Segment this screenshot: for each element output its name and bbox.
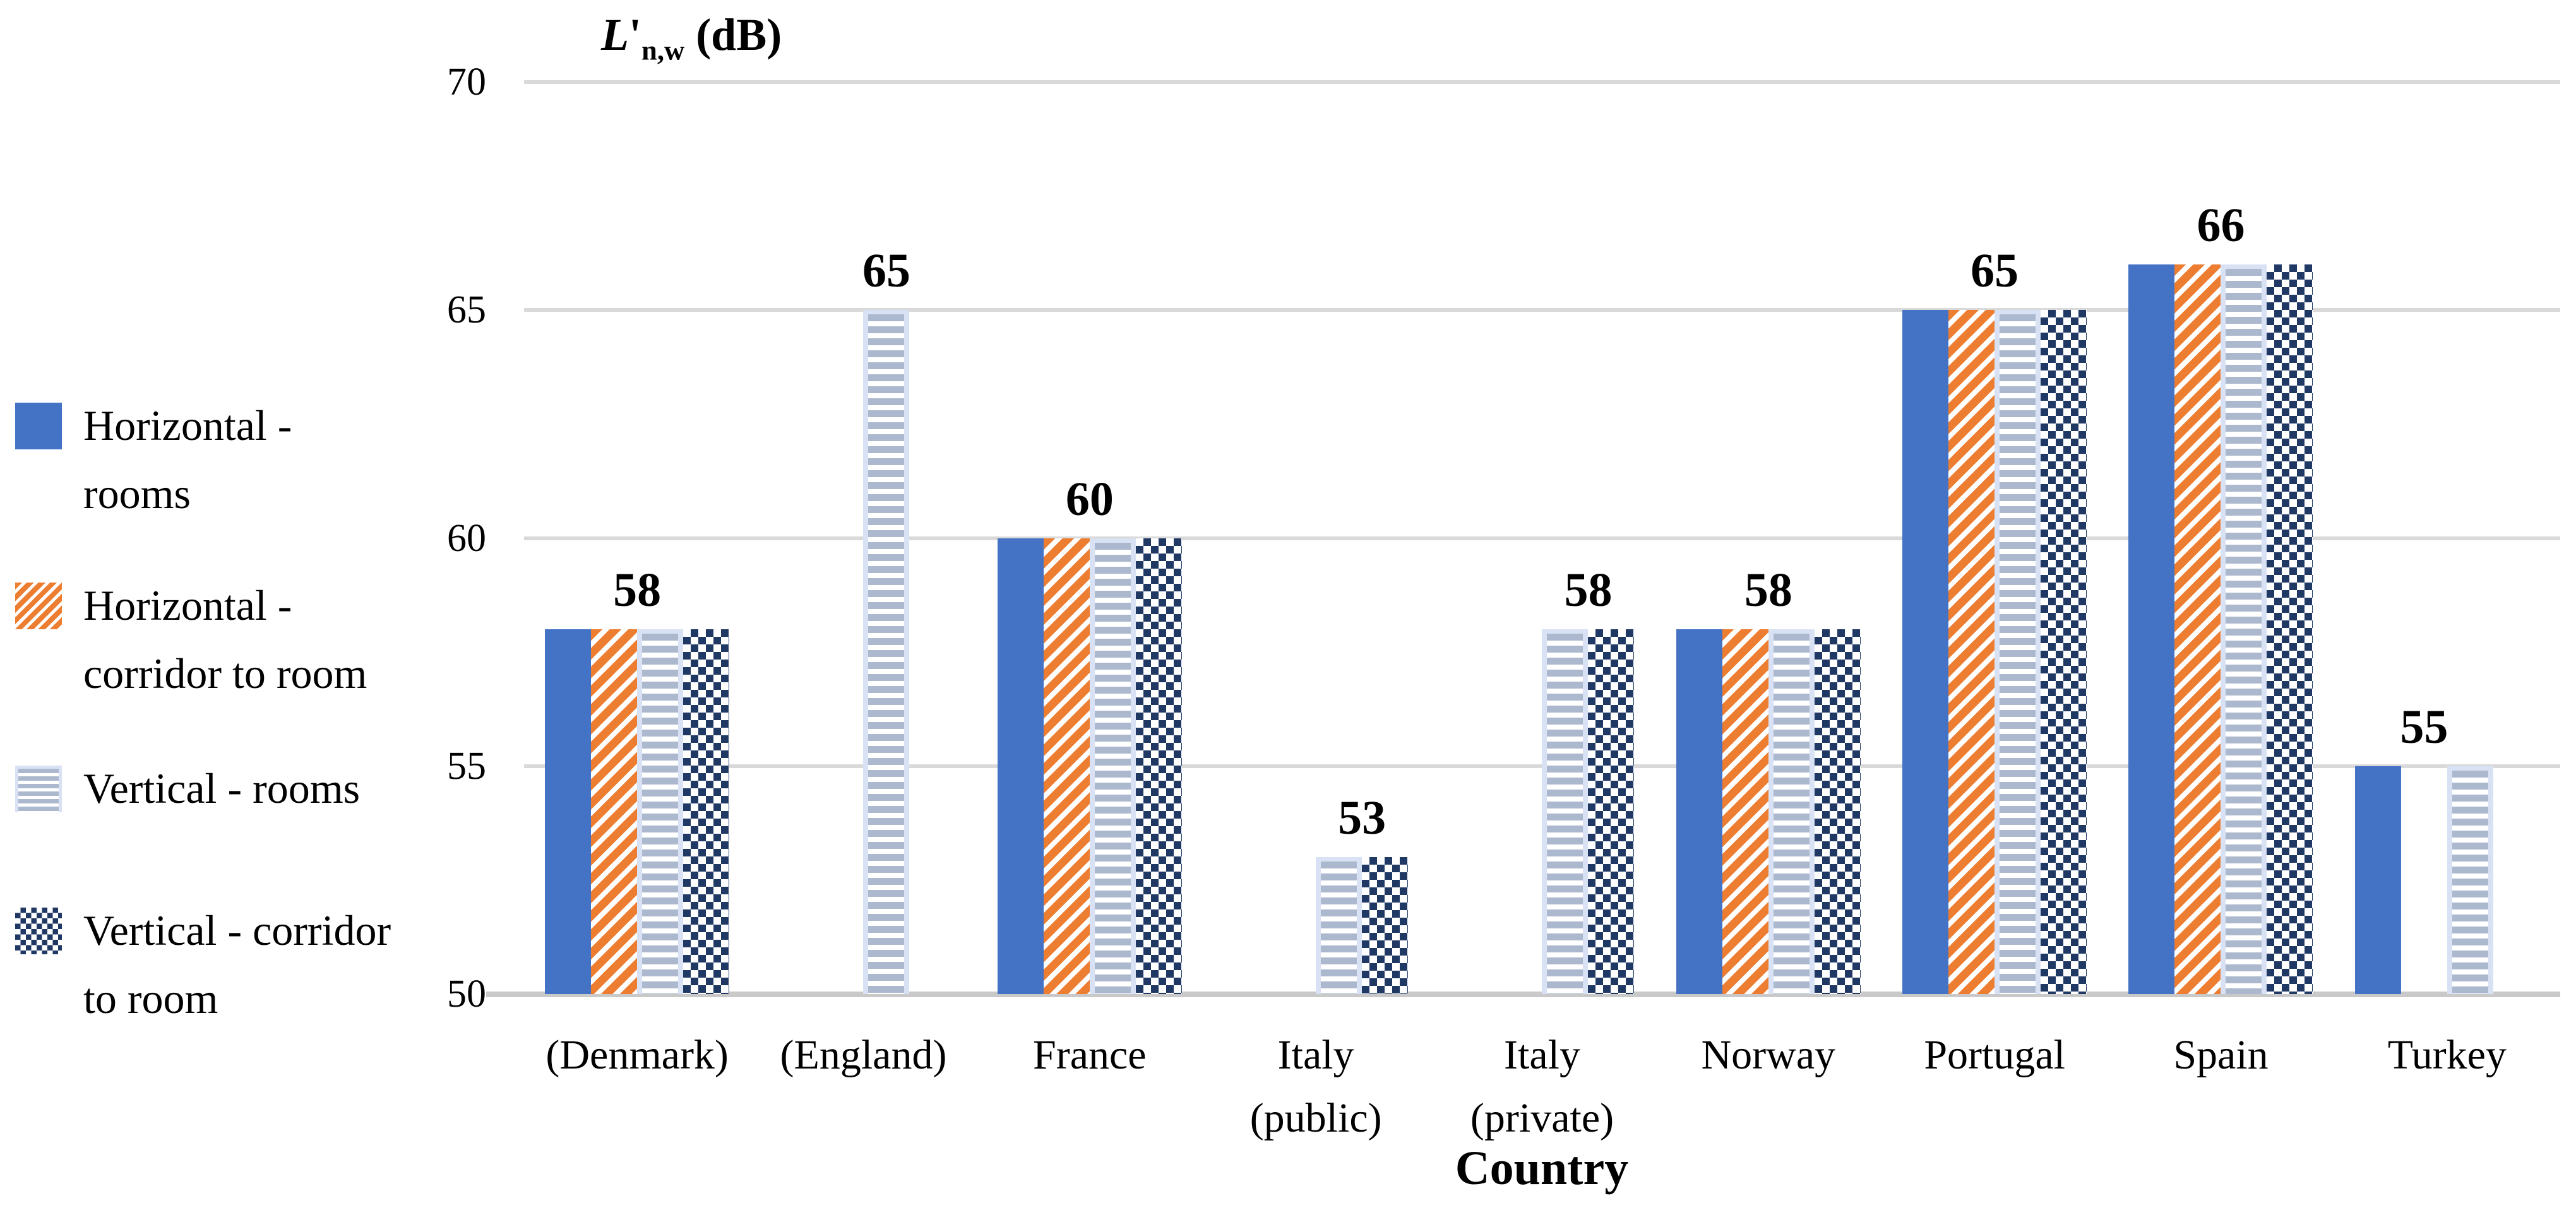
bar-series2-cat6 (1722, 629, 1768, 994)
value-label-cat6: 58 (1744, 564, 1792, 617)
title-subscript: n,w (641, 34, 685, 66)
bar-series1-cat1 (545, 629, 592, 994)
legend-key-orange-diagonal-icon (15, 583, 62, 629)
x-label-7: Portugal (1924, 1032, 2065, 1078)
bar-series2-cat1 (591, 629, 638, 994)
category-column-4: 53 (1203, 82, 1429, 994)
bar-series3-cat5 (1542, 629, 1589, 994)
legend-key-solid-blue-icon (15, 403, 62, 449)
bar-series1-cat8 (2128, 264, 2175, 994)
legend-item-1: Horizontal - rooms (15, 391, 292, 528)
category-column-1: 58 (524, 82, 750, 994)
bar-series2-cat7 (1948, 310, 1995, 994)
value-label-cat2: 65 (862, 244, 910, 298)
bar-series4-cat6 (1814, 629, 1861, 994)
category-column-7: 65 (1881, 82, 2108, 994)
plot-area: 58 65 60 53 58 58 65 66 55 (524, 80, 2560, 994)
y-tick-60: 60 (447, 516, 486, 560)
bar-series1-cat6 (1676, 629, 1722, 994)
bar-series3-cat3 (1089, 538, 1136, 994)
value-label-cat8: 66 (2197, 199, 2245, 252)
legend-key-navy-checker-icon (15, 908, 62, 954)
legend-label-3: Vertical - rooms (83, 764, 361, 812)
value-label-cat7: 65 (1971, 244, 2019, 298)
x-label-8: Spain (2173, 1032, 2269, 1078)
legend-item-3: Vertical - rooms (15, 754, 360, 822)
category-column-3: 60 (977, 82, 1203, 994)
legend-item-4: Vertical - corridor to room (15, 896, 391, 1033)
bar-series3-cat6 (1768, 629, 1815, 994)
bar-series3-cat7 (1995, 310, 2041, 994)
x-label-9: Turkey (2387, 1032, 2507, 1078)
y-tick-65: 65 (447, 288, 486, 332)
category-column-5: 58 (1429, 82, 1655, 994)
category-column-9: 55 (2334, 82, 2560, 994)
y-tick-70: 70 (447, 61, 486, 104)
gridline-65 (524, 308, 2560, 312)
x-label-1: (Denmark) (546, 1032, 729, 1078)
chart-title: L'n,w (dB) (601, 9, 782, 64)
bar-series4-cat7 (2041, 310, 2087, 994)
bar-series4-cat4 (1362, 857, 1409, 994)
y-tick-50: 50 (447, 973, 486, 1016)
category-column-2: 65 (750, 82, 976, 994)
bar-series2-cat3 (1043, 538, 1090, 994)
title-unit: (dB) (684, 9, 782, 60)
x-label-3: France (1033, 1032, 1147, 1078)
x-label-6: Norway (1701, 1032, 1836, 1078)
bar-series2-cat8 (2174, 264, 2221, 994)
bar-series3-cat9 (2447, 766, 2493, 994)
x-label-5: Italy (private) (1470, 1032, 1614, 1141)
bar-series3-cat1 (637, 629, 684, 994)
bar-series3-cat4 (1316, 857, 1363, 994)
x-axis-title: Country (1455, 1142, 1629, 1195)
x-label-4: Italy (public) (1249, 1032, 1382, 1141)
x-label-2: (England) (780, 1032, 947, 1078)
category-column-8: 66 (2108, 82, 2334, 994)
bar-series1-cat7 (1902, 310, 1949, 994)
value-label-cat5: 58 (1564, 564, 1613, 617)
value-label-cat3: 60 (1065, 472, 1114, 526)
legend-label-1: Horizontal - rooms (83, 401, 292, 518)
bar-series1-cat9 (2354, 766, 2401, 994)
value-label-cat1: 58 (613, 564, 662, 617)
value-label-cat9: 55 (2400, 700, 2448, 754)
category-column-6: 58 (1655, 82, 1881, 994)
title-prime: ' (628, 9, 641, 60)
value-label-cat4: 53 (1338, 791, 1386, 845)
title-symbol: L (601, 9, 629, 60)
bar-series4-cat3 (1135, 538, 1182, 994)
legend-label-2: Horizontal - corridor to room (83, 581, 367, 697)
y-tick-55: 55 (447, 744, 486, 788)
bar-series3-cat2 (863, 310, 910, 994)
bar-series3-cat8 (2221, 264, 2267, 994)
bar-series1-cat3 (997, 538, 1044, 994)
gridline-60 (524, 536, 2560, 540)
bar-series4-cat1 (683, 629, 730, 994)
x-axis-line (486, 992, 2560, 997)
bar-series4-cat8 (2267, 264, 2313, 994)
bar-series4-cat5 (1588, 629, 1635, 994)
gridline-70 (524, 80, 2560, 84)
legend-item-2: Horizontal - corridor to room (15, 571, 367, 708)
legend-key-light-stripes-icon (15, 766, 62, 812)
legend-label-4: Vertical - corridor to room (83, 906, 391, 1022)
